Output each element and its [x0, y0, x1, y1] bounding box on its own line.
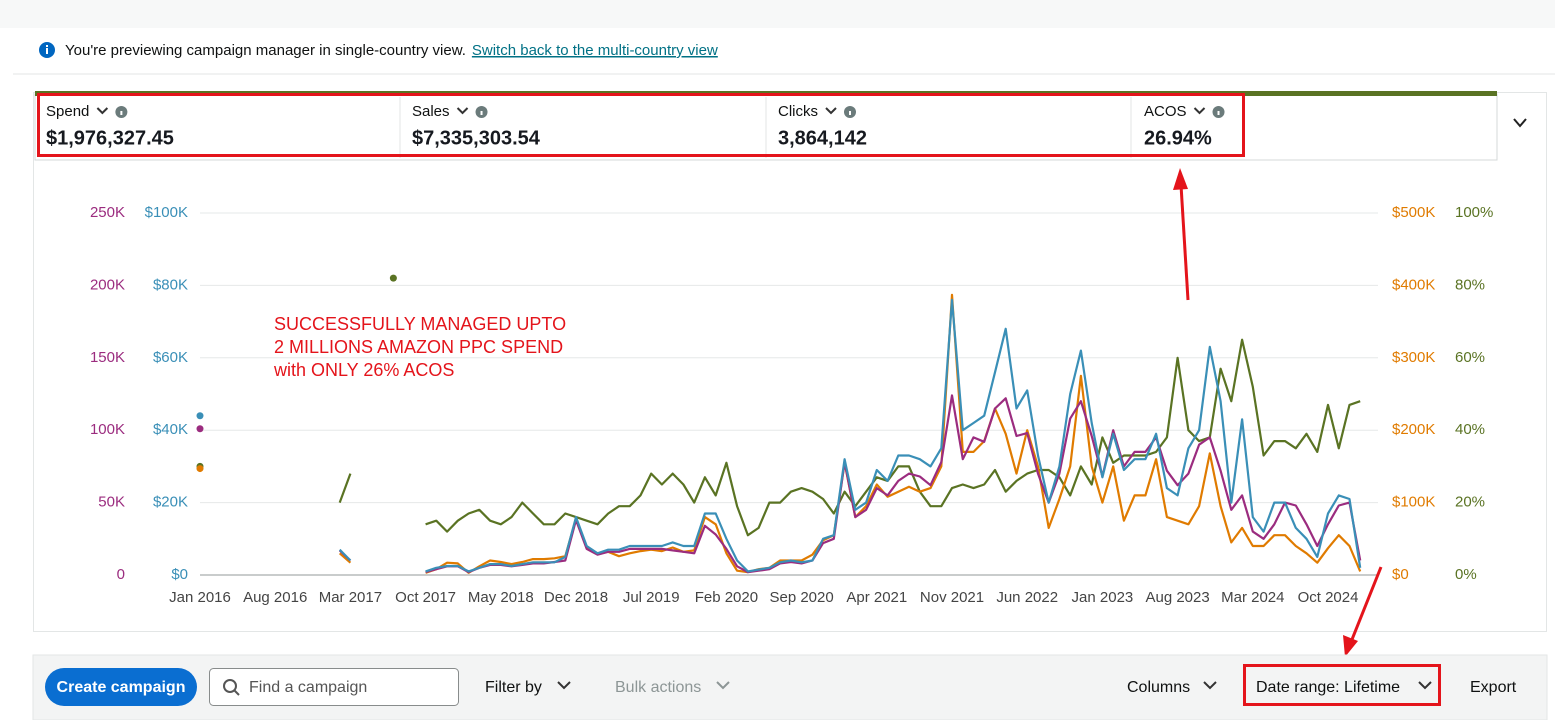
chevron: [1418, 681, 1432, 690]
point: [196, 465, 204, 473]
filter-button[interactable]: Filter by: [485, 679, 542, 696]
x-tick-label: May 2018: [468, 589, 534, 606]
y-tick-label: 40%: [1455, 421, 1485, 438]
y-tick-label: $400K: [1392, 276, 1435, 293]
metric-value: 26.94%: [1144, 127, 1212, 149]
chevron: [1203, 681, 1217, 690]
arrow: [1349, 566, 1383, 643]
metric-chevron: [456, 107, 469, 115]
highlight-box: [37, 93, 1245, 157]
x-tick-label: Sep 2020: [769, 589, 833, 606]
x-tick-label: Jan 2016: [169, 589, 231, 606]
y-tick-label: 200K: [90, 276, 125, 293]
metric-label: Sales: [412, 103, 450, 120]
metric-info-bar: [1217, 111, 1220, 115]
point: [389, 274, 397, 282]
x-tick-label: Apr 2021: [846, 589, 907, 606]
x-tick-label: Oct 2024: [1298, 589, 1359, 606]
chevron: [557, 681, 571, 690]
y-tick-label: $40K: [153, 421, 188, 438]
export-button[interactable]: Export: [1470, 679, 1517, 696]
y-tick-label: 60%: [1455, 349, 1485, 366]
y-tick-label: $80K: [153, 276, 188, 293]
point: [196, 425, 204, 433]
create-button[interactable]: [45, 668, 197, 706]
y-tick-label: 0: [117, 566, 125, 583]
y-tick-label: $100K: [145, 204, 188, 221]
annotation: with ONLY 26% ACOS: [273, 360, 454, 380]
y-tick-label: $60K: [153, 349, 188, 366]
metric-chevron: [96, 107, 109, 115]
date-range-button[interactable]: Date range: Lifetime: [1256, 679, 1400, 696]
y-tick-label: 50K: [98, 494, 125, 511]
columns-button[interactable]: Columns: [1127, 679, 1190, 696]
search-icon: [223, 679, 237, 693]
banner-link[interactable]: Switch back to the multi-country view: [472, 42, 718, 59]
info-icon-dot: [46, 45, 48, 47]
metric-value: $1,976,327.45: [46, 127, 174, 149]
annotation: SUCCESSFULLY MANAGED UPTO: [274, 314, 566, 334]
bulk-button: Bulk actions: [615, 679, 701, 696]
x-tick-label: Jan 2023: [1072, 589, 1134, 606]
x-tick-label: Jul 2019: [623, 589, 680, 606]
info-icon-bar: [46, 48, 48, 54]
metric-chevron: [1193, 107, 1206, 115]
y-tick-label: $0: [171, 566, 188, 583]
metric-value: $7,335,303.54: [412, 127, 541, 149]
y-tick-label: $500K: [1392, 204, 1435, 221]
series-line: [338, 298, 1362, 573]
y-tick-label: $300K: [1392, 349, 1435, 366]
x-tick-label: Dec 2018: [544, 589, 608, 606]
banner-text: You're previewing campaign manager in si…: [65, 42, 466, 59]
highlight-box: [1243, 664, 1441, 706]
arrow-head: [1173, 168, 1188, 190]
chevron: [716, 681, 730, 690]
metric-info-bar: [120, 111, 123, 115]
y-tick-label: $20K: [153, 494, 188, 511]
x-tick-label: Mar 2024: [1221, 589, 1284, 606]
search-icon: [233, 689, 240, 696]
y-tick-label: $0: [1392, 566, 1409, 583]
arrow-head: [1343, 635, 1358, 657]
banner: You're previewing campaign manager in si…: [65, 42, 718, 59]
y-tick-label: 0%: [1455, 566, 1477, 583]
expand-chevron[interactable]: [1513, 118, 1527, 128]
arrow: [1179, 184, 1190, 301]
x-tick-label: Aug 2016: [243, 589, 307, 606]
metric-info-bar: [849, 111, 851, 115]
search-box[interactable]: [209, 668, 459, 706]
y-tick-label: 20%: [1455, 494, 1485, 511]
x-tick-label: Jun 2022: [996, 589, 1058, 606]
metric-label: Spend: [46, 103, 89, 120]
y-tick-label: $100K: [1392, 494, 1435, 511]
y-tick-label: 250K: [90, 204, 125, 221]
x-tick-label: Oct 2017: [395, 589, 456, 606]
plot: $0 $20K $40K $60K $80K $100K $0 $100K $200K $300K…: [90, 204, 1493, 606]
annotation: 2 MILLIONS AMAZON PPC SPEND: [274, 337, 563, 357]
metric-value: 3,864,142: [778, 127, 867, 149]
y-tick-label: 100K: [90, 421, 125, 438]
series-line: [338, 338, 1361, 537]
y-tick-label: $200K: [1392, 421, 1435, 438]
x-tick-label: Mar 2017: [319, 589, 382, 606]
y-tick-label: 150K: [90, 349, 125, 366]
top-strip: [0, 0, 1555, 28]
metric-info-bar: [480, 111, 483, 115]
x-tick-label: Feb 2020: [695, 589, 758, 606]
create-label: Create campaign: [57, 679, 186, 696]
y-tick-label: 100%: [1455, 204, 1493, 221]
x-tick-label: Nov 2021: [920, 589, 984, 606]
metric-label: Clicks: [778, 103, 818, 120]
point: [196, 412, 204, 420]
search-placeholder: Find a campaign: [249, 679, 367, 696]
metric-chevron: [825, 107, 837, 115]
metric-label: ACOS: [1144, 103, 1187, 120]
x-tick-label: Aug 2023: [1145, 589, 1209, 606]
y-tick-label: 80%: [1455, 276, 1485, 293]
metric-cards: Spend $1,976,327.45 Sales $7,335,303.54 Clic…: [46, 103, 1225, 149]
